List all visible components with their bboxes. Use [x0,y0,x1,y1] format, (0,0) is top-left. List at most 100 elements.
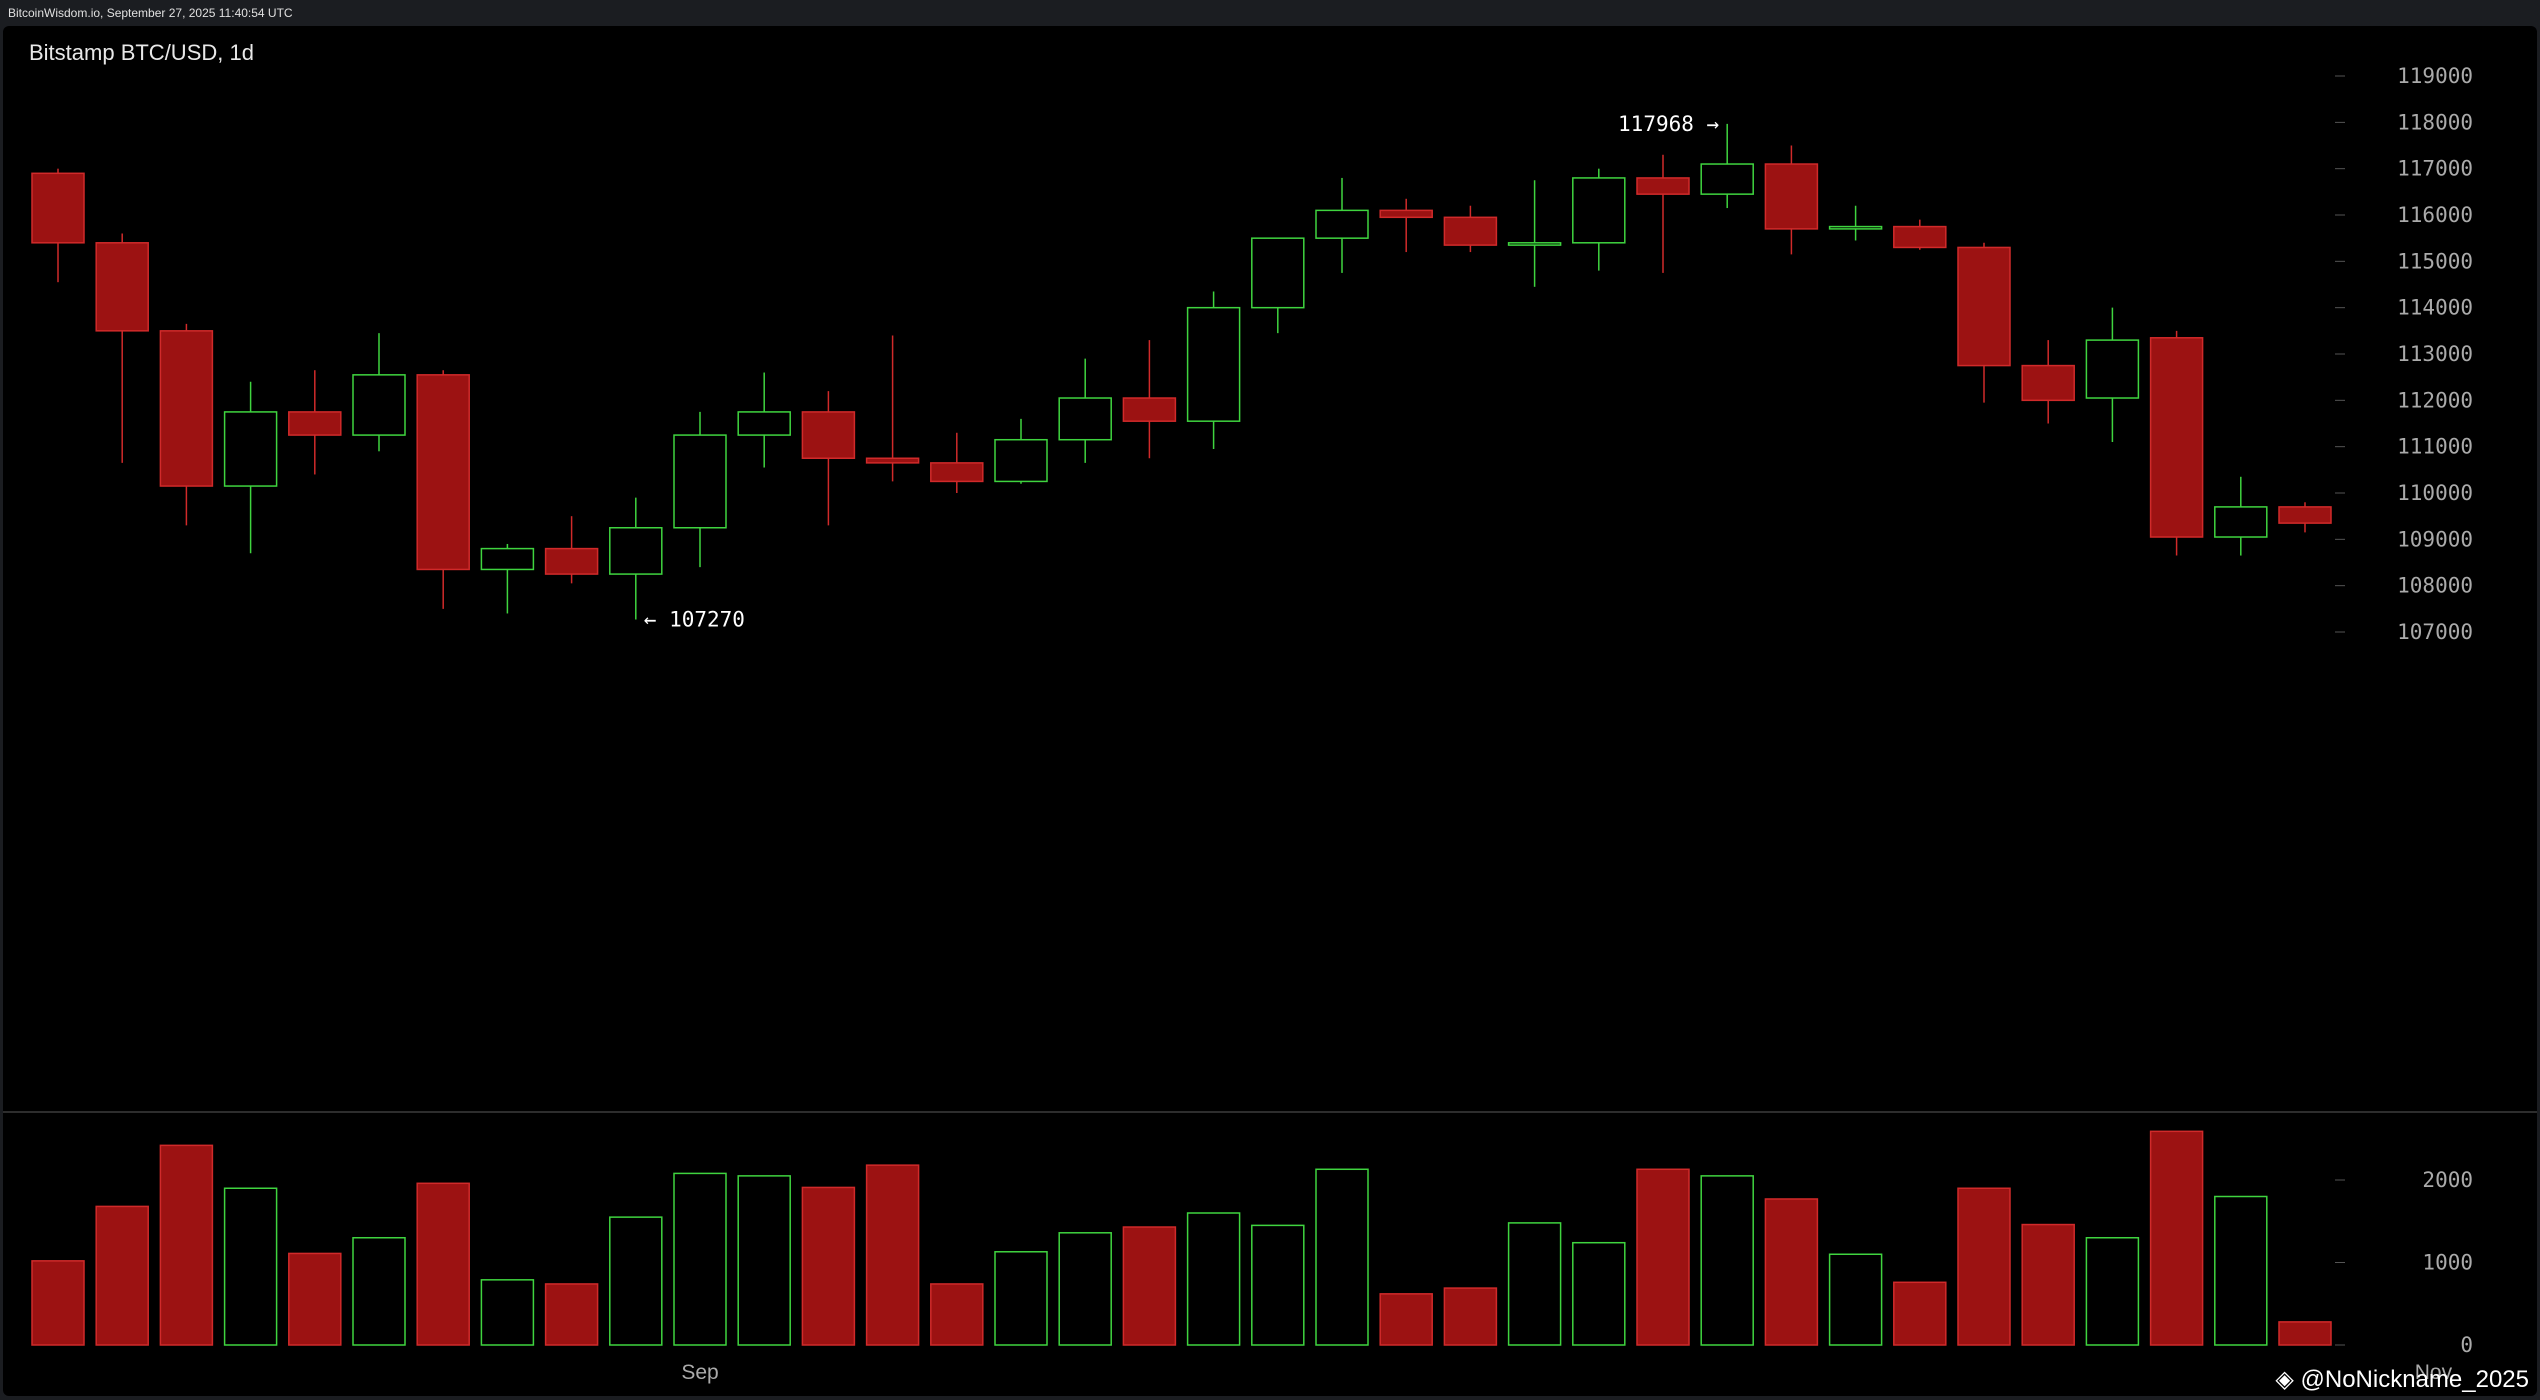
candle-body [737,411,791,436]
volume-bar [1957,1187,2011,1346]
candle-body [994,438,1048,483]
volume-bar [1764,1198,1819,1346]
candle-body [2278,506,2332,524]
volume-bar [480,1279,535,1346]
volume-bar [994,1251,1048,1346]
volume-bar [1186,1212,1241,1346]
price-tick-label: 117000 [2397,157,2473,181]
candle-body [1443,216,1498,246]
price-tick-label: 109000 [2397,527,2473,551]
candle-body [1700,163,1754,195]
volume-bar [1636,1168,1690,1346]
time-axis: Sep Nov [681,1361,2452,1384]
volume-bar [544,1283,599,1346]
volume-bar [801,1186,856,1346]
volume-bar [288,1252,342,1346]
volume-bar [673,1172,727,1346]
watermark-text: @NoNickname_2025 [2300,1366,2529,1393]
candle-body [480,547,535,571]
candle-body [1828,225,1883,230]
volume-bar [223,1187,278,1346]
candle-body [1251,237,1305,309]
price-tick-label: 115000 [2397,249,2473,273]
price-tick-label: 110000 [2397,481,2473,505]
chart-panel: Bitstamp BTC/USD, 1d 107000 108000 109000 1… [3,26,2537,1396]
candle-body [1893,225,1947,249]
candle-body [1186,306,1241,422]
candle-body [1764,163,1819,230]
volume-bar [1251,1224,1305,1346]
volume-bar [1893,1281,1947,1346]
price-annotations: 117968 → ← 107270 [644,112,1719,632]
price-tick-label: 114000 [2397,296,2473,320]
candle-body [416,374,470,571]
volume-bar [2278,1321,2332,1346]
volume-bar [2214,1195,2268,1346]
candle-body [801,411,856,459]
volume-bar [95,1205,149,1346]
volume-bar [930,1283,984,1346]
candle-body [1957,246,2011,367]
source-timestamp: BitcoinWisdom.io, September 27, 2025 11:… [0,0,2540,26]
volume-bar [2085,1237,2140,1346]
candle-body [1058,397,1112,441]
candle-body [288,411,342,436]
candle-body [544,547,599,575]
volume-bar [1572,1241,1626,1346]
chart-title: Bitstamp BTC/USD, 1d [29,40,254,65]
candle-body [2021,364,2075,402]
volume-bars [31,1130,2332,1346]
candles [31,123,2332,620]
candle-body [1122,397,1177,422]
volume-bar [609,1216,663,1346]
candle-body [31,172,85,244]
volume-bar [2149,1130,2204,1346]
candle-body [1572,177,1626,244]
candle-body [95,242,149,332]
price-tick-label: 116000 [2397,203,2473,227]
candle-body [2214,506,2268,538]
price-axis: 107000 108000 109000 110000 111000 112000 1130… [2335,64,2473,644]
candle-body [1379,209,1433,219]
time-tick-label: Sep [681,1361,718,1384]
candle-body [865,457,920,464]
logo-icon: ◈ [2275,1366,2294,1393]
watermark: ◈ @NoNickname_2025 [2275,1365,2529,1394]
volume-tick-label: 1000 [2422,1251,2473,1275]
volume-tick-label: 0 [2460,1333,2473,1357]
volume-bar [1058,1232,1112,1346]
price-tick-label: 112000 [2397,388,2473,412]
volume-bar [1700,1175,1754,1346]
volume-axis: 0 1000 2000 [2335,1168,2473,1357]
price-tick-label: 119000 [2397,64,2473,88]
candle-body [673,434,727,529]
volume-bar [31,1260,85,1346]
volume-tick-label: 2000 [2422,1168,2473,1192]
price-tick-label: 118000 [2397,110,2473,134]
candle-body [1315,209,1369,239]
candle-body [2149,337,2204,538]
volume-bar [1379,1293,1433,1346]
volume-bar [1443,1287,1498,1346]
candlestick-chart: Bitstamp BTC/USD, 1d 1070001080001090001… [3,40,2537,1384]
candle-body [1507,242,1562,246]
volume-bar [1315,1168,1369,1346]
volume-bar [1122,1226,1177,1346]
volume-bar [1828,1253,1883,1346]
candle-body [2085,339,2140,399]
time-tick-label: Nov [2415,1361,2453,1384]
price-tick-label: 113000 [2397,342,2473,366]
candle-body [223,411,278,487]
candle-body [352,374,406,436]
volume-bar [865,1164,920,1346]
price-annotation: 117968 → [1618,112,1719,136]
volume-bar [159,1144,214,1346]
candle-body [159,330,214,487]
volume-bar [352,1237,406,1346]
candle-body [609,527,663,575]
price-tick-label: 108000 [2397,574,2473,598]
volume-bar [416,1182,470,1346]
price-tick-label: 111000 [2397,435,2473,459]
price-annotation: ← 107270 [644,607,745,631]
candle-body [930,462,984,483]
